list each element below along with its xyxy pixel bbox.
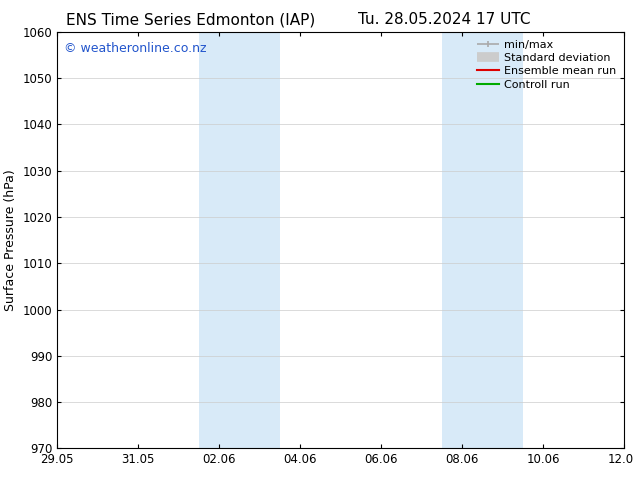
Text: ENS Time Series Edmonton (IAP): ENS Time Series Edmonton (IAP) [65, 12, 315, 27]
Bar [199, 32, 280, 448]
Bar [442, 32, 523, 448]
Text: Tu. 28.05.2024 17 UTC: Tu. 28.05.2024 17 UTC [358, 12, 530, 27]
Legend: min/max, Standard deviation, Ensemble mean run, Controll run: min/max, Standard deviation, Ensemble me… [472, 35, 621, 94]
Text: © weatheronline.co.nz: © weatheronline.co.nz [64, 42, 207, 55]
Y-axis label: Surface Pressure (hPa): Surface Pressure (hPa) [4, 169, 17, 311]
